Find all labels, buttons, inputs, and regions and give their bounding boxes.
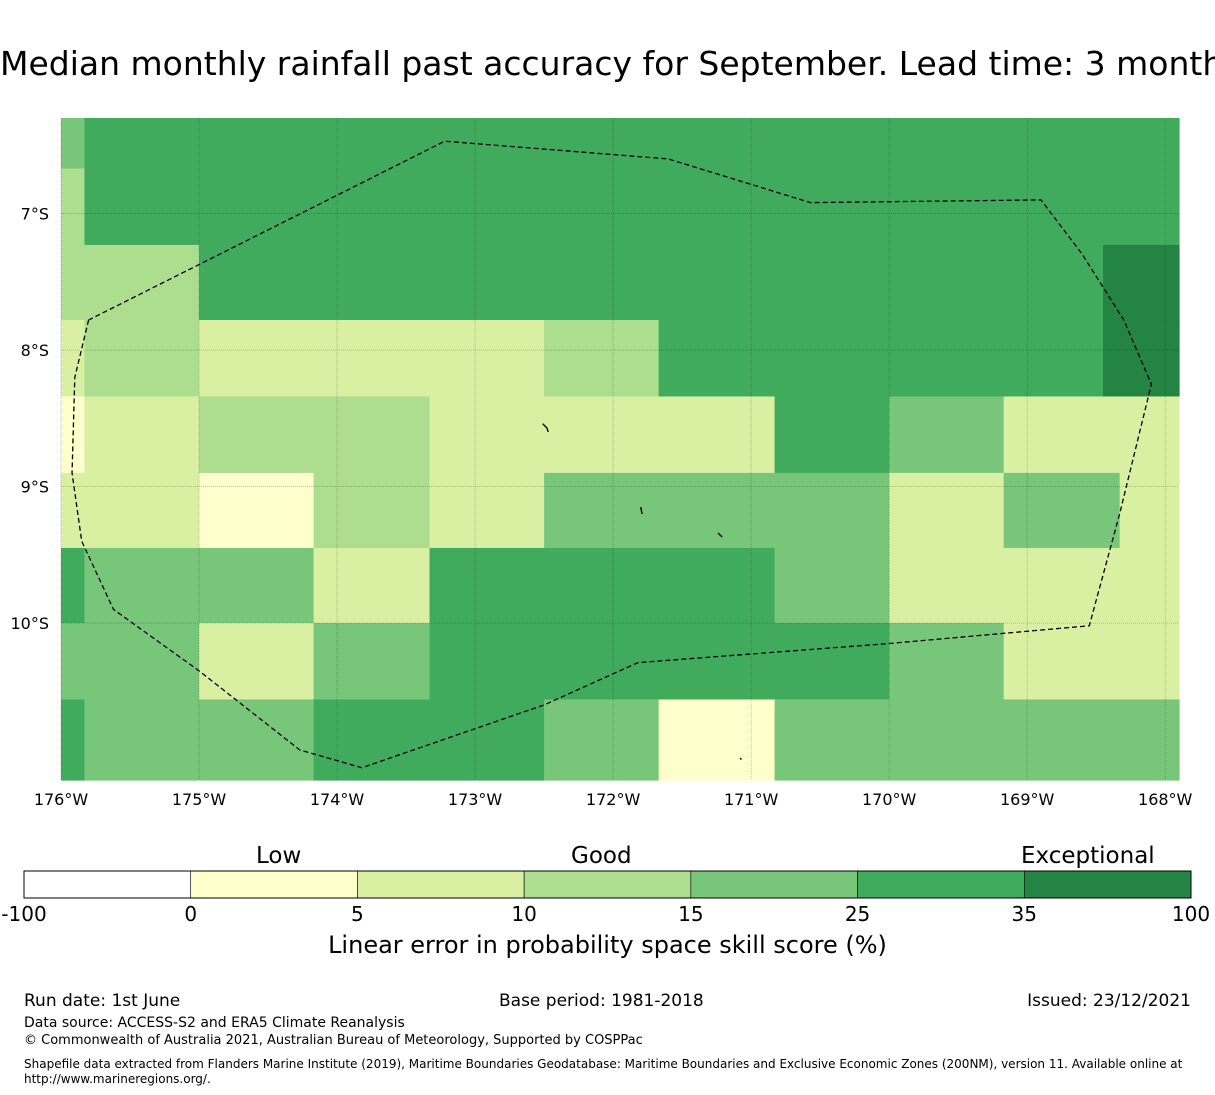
skill-cell xyxy=(774,547,890,624)
colorbar-tick-label: 15 xyxy=(678,902,704,926)
skill-cell xyxy=(774,699,1180,781)
colorbar-bin xyxy=(857,870,1025,899)
page-title: Median monthly rainfall past accuracy fo… xyxy=(0,44,1215,83)
longitude-tick-label: 173°W xyxy=(448,790,503,809)
skill-cell xyxy=(889,623,1005,701)
copyright: © Commonwealth of Australia 2021, Austra… xyxy=(24,1033,643,1048)
skill-cell xyxy=(313,623,431,701)
colorbar xyxy=(23,870,1192,899)
island-swains xyxy=(739,757,742,761)
skill-cell xyxy=(199,244,1104,321)
colorbar-frame xyxy=(23,870,1192,899)
skill-cell xyxy=(544,472,890,549)
colorbar-title: Linear error in probability space skill … xyxy=(328,931,887,959)
skill-cell xyxy=(429,396,776,474)
island-fakaofo xyxy=(717,532,723,538)
colorbar-tick-label: 25 xyxy=(844,902,871,926)
skill-cell xyxy=(658,320,1104,398)
island-atafu xyxy=(542,423,549,433)
colorbar-bin xyxy=(1023,870,1192,899)
longitude-tick-label: 170°W xyxy=(862,790,917,809)
colorbar-tick-label: 35 xyxy=(1011,902,1038,926)
latitude-ticks: 7°S 8°S 9°S 10°S xyxy=(10,205,49,633)
skill-cell xyxy=(774,396,890,474)
skill-cell xyxy=(84,118,1180,170)
longitude-tick-label: 175°W xyxy=(172,790,227,809)
skill-cell xyxy=(429,472,545,549)
eez-boundary xyxy=(71,140,1153,769)
skill-cell xyxy=(313,699,545,781)
colorbar-tick-label: 5 xyxy=(351,902,364,926)
eez-boundary-line xyxy=(71,140,1153,769)
longitude-tick-label: 172°W xyxy=(586,790,641,809)
islands xyxy=(542,423,742,761)
skill-cell xyxy=(61,118,86,170)
skill-cell xyxy=(1003,396,1180,474)
colorbar-tick-label: 10 xyxy=(511,902,537,926)
skill-cell xyxy=(84,168,1180,246)
skill-cell xyxy=(889,396,1005,474)
skill-cell xyxy=(61,699,86,781)
data-source: Data source: ACCESS-S2 and ERA5 Climate … xyxy=(24,1015,405,1031)
skill-cell xyxy=(1103,244,1180,321)
latitude-tick-label: 8°S xyxy=(21,341,49,360)
base-period: Base period: 1981-2018 xyxy=(499,991,704,1011)
skill-cell xyxy=(1119,472,1180,549)
legend-label-low: Low xyxy=(256,843,302,869)
skill-cell xyxy=(544,320,660,398)
latitude-tick-label: 10°S xyxy=(10,614,49,633)
skill-cell xyxy=(313,472,431,549)
skill-cell xyxy=(1003,472,1121,549)
longitude-tick-label: 176°W xyxy=(34,790,89,809)
skill-grid xyxy=(61,118,1180,781)
skill-cell xyxy=(544,699,660,781)
skill-cell xyxy=(313,547,431,624)
skill-cell xyxy=(1003,623,1180,701)
colorbar-tick-label: -100 xyxy=(1,902,47,926)
skill-cell xyxy=(199,623,315,701)
skill-cell xyxy=(199,472,315,549)
colorbar-tick-label: 100 xyxy=(1171,902,1211,926)
run-date: Run date: 1st June xyxy=(24,991,181,1011)
island-nukunonu xyxy=(640,506,643,514)
longitude-tick-label: 174°W xyxy=(310,790,365,809)
skill-cell xyxy=(199,320,545,398)
skill-cell xyxy=(61,168,86,246)
skill-cell xyxy=(84,547,315,624)
skill-cell xyxy=(889,547,1180,624)
colorbar-tick-label: 0 xyxy=(184,902,198,926)
longitude-tick-label: 169°W xyxy=(1000,790,1055,809)
longitude-tick-label: 171°W xyxy=(724,790,779,809)
colorbar-bin xyxy=(690,870,858,899)
skill-cell xyxy=(889,472,1005,549)
skill-cell xyxy=(84,699,315,781)
skill-cell xyxy=(61,320,86,398)
skill-cell xyxy=(1103,320,1180,398)
longitude-ticks: 176°W 175°W 174°W 173°W 172°W 171°W 170°W 169°W… xyxy=(34,790,1193,809)
skill-cell xyxy=(61,547,86,624)
skill-cell xyxy=(61,472,200,549)
skill-cell xyxy=(61,623,200,701)
issued-date: Issued: 23/12/2021 xyxy=(1027,991,1191,1011)
legend-label-exceptional: Exceptional xyxy=(1021,843,1155,869)
longitude-tick-label: 168°W xyxy=(1138,790,1193,809)
skill-cell xyxy=(429,547,776,624)
graticule xyxy=(60,118,1179,780)
latitude-tick-label: 7°S xyxy=(21,205,49,224)
shapefile-note: Shapefile data extracted from Flanders M… xyxy=(24,1057,1183,1086)
skill-cell xyxy=(84,320,200,398)
legend-label-good: Good xyxy=(571,843,632,869)
colorbar-bin xyxy=(523,870,692,899)
skill-cell xyxy=(199,396,431,474)
latitude-tick-label: 9°S xyxy=(21,478,49,497)
skill-cell xyxy=(61,244,200,321)
colorbar-bin xyxy=(190,870,358,899)
colorbar-bin xyxy=(23,870,192,899)
skill-cell xyxy=(658,699,776,781)
colorbar-bin xyxy=(357,870,525,899)
skill-cell xyxy=(84,396,200,474)
